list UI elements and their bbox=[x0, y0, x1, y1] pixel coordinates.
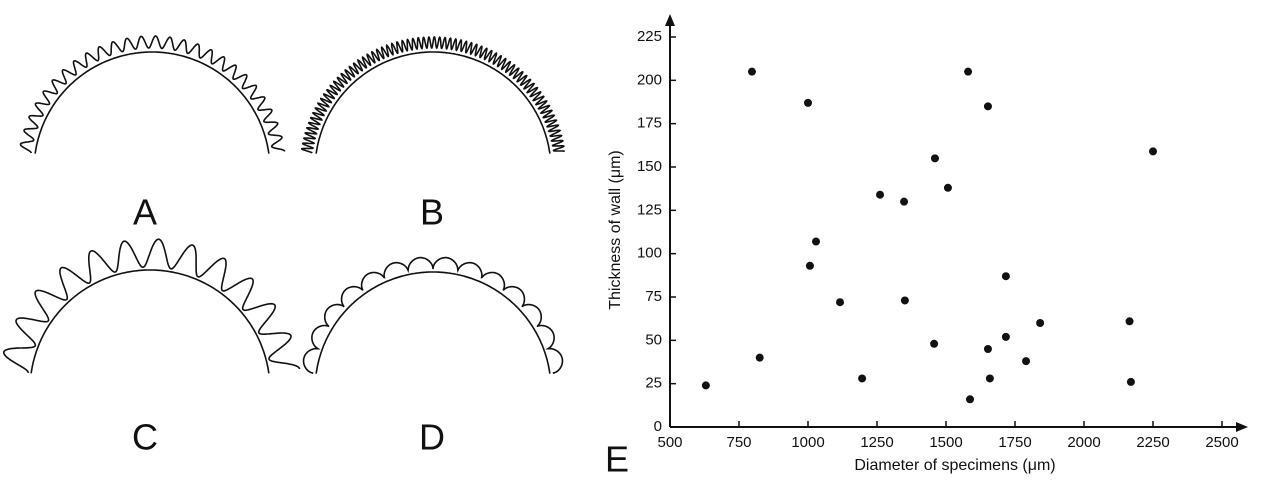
point bbox=[930, 339, 939, 348]
point bbox=[1125, 317, 1134, 326]
point bbox=[983, 102, 992, 111]
panel-label: C bbox=[132, 417, 158, 458]
x-tick-label: 1250 bbox=[860, 434, 893, 451]
point bbox=[701, 381, 710, 390]
panel-label: D bbox=[419, 417, 445, 458]
panel-label: E bbox=[605, 439, 629, 480]
point bbox=[943, 183, 952, 192]
point bbox=[876, 190, 885, 199]
y-axis-arrow bbox=[665, 14, 675, 26]
point bbox=[964, 67, 973, 76]
point bbox=[983, 345, 992, 353]
x-tick-label: 1750 bbox=[998, 434, 1031, 451]
y-tick-label: 25 bbox=[645, 375, 662, 392]
inner-wall bbox=[30, 269, 270, 374]
point bbox=[900, 296, 909, 305]
x-axis-title: Diameter of specimens (μm) bbox=[854, 457, 1055, 474]
point bbox=[966, 395, 975, 404]
point bbox=[1001, 272, 1010, 281]
y-tick-label: 125 bbox=[637, 201, 662, 218]
point bbox=[930, 154, 939, 163]
point bbox=[812, 237, 821, 246]
x-tick-label: 1500 bbox=[929, 434, 962, 451]
x-tick-label: 500 bbox=[657, 434, 682, 451]
y-tick-label: 100 bbox=[637, 245, 662, 262]
inner-wall bbox=[315, 271, 551, 374]
point bbox=[755, 353, 764, 362]
outer-wall bbox=[301, 35, 566, 154]
point bbox=[900, 197, 909, 206]
x-axis-arrow bbox=[1236, 422, 1248, 432]
outer-wall bbox=[302, 256, 564, 374]
y-axis-title: Thickness of wall (μm) bbox=[607, 150, 624, 309]
x-tick-label: 750 bbox=[726, 434, 751, 451]
x-tick-label: 2000 bbox=[1067, 434, 1100, 451]
panel-label: B bbox=[420, 192, 444, 233]
outer-wall bbox=[3, 238, 301, 373]
point bbox=[985, 374, 994, 383]
y-tick-label: 150 bbox=[637, 158, 662, 175]
y-tick-label: 225 bbox=[637, 28, 662, 45]
y-tick-label: 200 bbox=[637, 71, 662, 88]
point bbox=[1126, 377, 1135, 386]
inner-wall bbox=[34, 51, 270, 154]
x-tick-label: 1000 bbox=[791, 434, 824, 451]
y-tick-label: 50 bbox=[645, 331, 662, 348]
y-tick-label: 175 bbox=[637, 115, 662, 132]
inner-wall bbox=[315, 51, 551, 154]
point bbox=[1036, 319, 1045, 327]
point bbox=[805, 261, 814, 270]
panel-label: A bbox=[133, 192, 157, 233]
point bbox=[836, 298, 845, 307]
x-tick-label: 2250 bbox=[1136, 434, 1169, 451]
point bbox=[747, 67, 756, 76]
x-tick-label: 2500 bbox=[1205, 434, 1238, 451]
outer-wall bbox=[19, 35, 286, 154]
point bbox=[1001, 332, 1010, 341]
point bbox=[1149, 147, 1157, 156]
point bbox=[804, 98, 812, 107]
y-tick-label: 75 bbox=[645, 288, 662, 305]
point bbox=[858, 374, 867, 383]
point bbox=[1022, 357, 1031, 366]
y-tick-label: 0 bbox=[654, 418, 662, 435]
